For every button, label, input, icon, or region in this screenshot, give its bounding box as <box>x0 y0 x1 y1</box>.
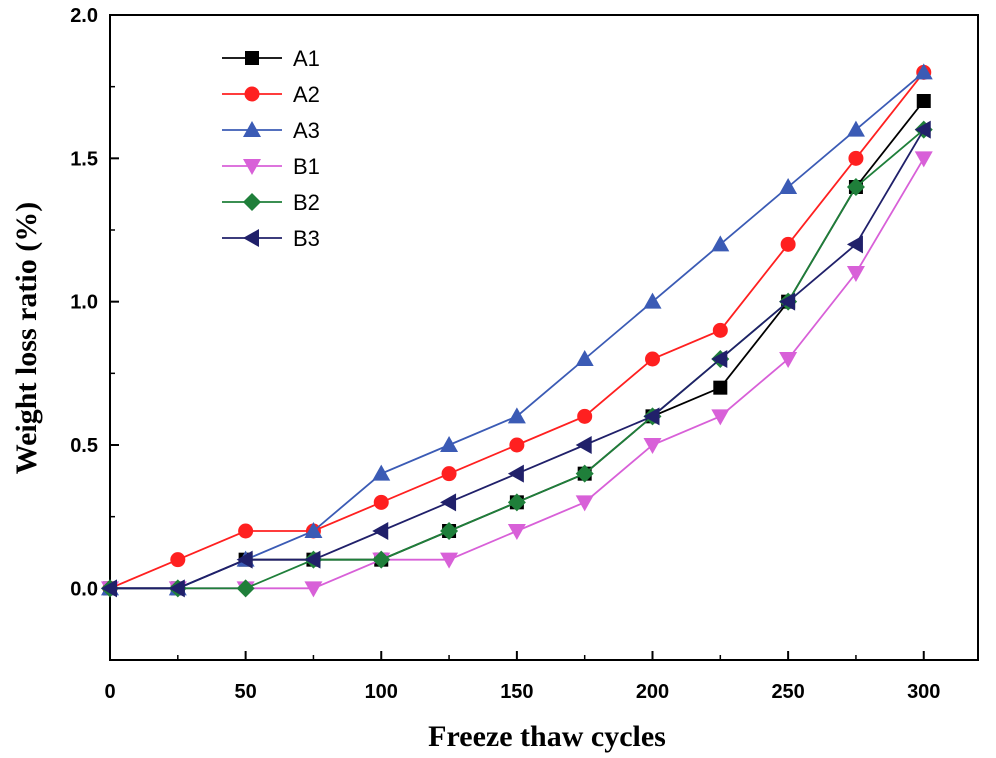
series-line-a1 <box>110 100 925 590</box>
data-point-a3 <box>440 436 459 452</box>
data-point-b2 <box>440 522 459 540</box>
plot-frame <box>109 14 979 661</box>
data-point-b3 <box>372 522 389 540</box>
legend-item-a3: A3 <box>222 118 320 143</box>
data-point-a2 <box>712 322 728 338</box>
series-b3 <box>101 120 931 598</box>
legend-item-b3: B3 <box>222 226 320 251</box>
legend-marker <box>243 193 261 211</box>
data-point-b3 <box>914 120 931 139</box>
legend-marker <box>243 159 261 175</box>
x-tick-label: 50 <box>235 681 257 703</box>
series-a3 <box>101 63 933 596</box>
data-point-a2 <box>441 466 457 482</box>
data-point-a2 <box>170 552 186 568</box>
series-a1 <box>103 94 931 596</box>
x-axis-title: Freeze thaw cycles <box>428 720 666 753</box>
data-point-b3 <box>304 550 321 569</box>
data-point-a2 <box>577 408 593 424</box>
data-point-a2 <box>645 351 660 367</box>
data-point-b1 <box>304 581 323 598</box>
legend-label: A3 <box>293 118 320 143</box>
legend-label: A2 <box>293 82 320 107</box>
data-point-a3 <box>643 292 662 309</box>
data-point-b1 <box>575 495 594 512</box>
data-point-b1 <box>779 352 798 368</box>
data-point-a2 <box>780 236 796 252</box>
x-tick-label: 250 <box>771 681 804 703</box>
data-point-a2 <box>238 523 254 539</box>
data-point-a1 <box>916 94 931 108</box>
legend-label: B2 <box>293 190 320 215</box>
data-point-a1 <box>713 380 728 395</box>
legend-item-a2: A2 <box>222 82 320 107</box>
data-point-b2 <box>846 178 865 196</box>
data-point-b2 <box>507 493 526 512</box>
legend-label: B3 <box>293 226 320 251</box>
legend-marker <box>243 121 261 137</box>
y-tick-label: 2.0 <box>70 5 98 27</box>
data-point-a3 <box>779 178 798 194</box>
legend-item-b1: B1 <box>222 154 320 179</box>
x-tick-label: 0 <box>104 681 115 703</box>
data-point-a2 <box>509 437 525 453</box>
data-point-b3 <box>168 579 185 598</box>
data-point-b2 <box>372 550 391 569</box>
data-point-b3 <box>507 464 524 483</box>
y-tick-label: 0.0 <box>70 578 98 600</box>
x-tick-label: 300 <box>907 681 940 703</box>
data-point-b2 <box>236 579 255 598</box>
data-point-a3 <box>846 120 865 137</box>
data-point-b1 <box>440 552 459 569</box>
x-tick-label: 150 <box>500 681 533 703</box>
data-point-b3 <box>711 350 728 368</box>
x-axis: 0 50 100 150 200 250 300 <box>104 651 940 703</box>
x-tick-label: 200 <box>636 681 669 703</box>
y-tick-label: 1.0 <box>70 292 98 314</box>
legend-label: B1 <box>293 154 320 179</box>
data-point-b1 <box>507 524 526 540</box>
y-axis: 0.0 0.5 1.0 1.5 2.0 <box>70 5 119 661</box>
data-point-b3 <box>440 493 457 512</box>
data-point-b2 <box>575 464 594 483</box>
data-point-b1 <box>846 266 865 282</box>
data-point-b3 <box>575 436 592 454</box>
data-point-a3 <box>914 63 933 80</box>
legend-marker <box>244 86 260 102</box>
series-line-b3 <box>110 129 925 590</box>
data-point-b3 <box>643 407 660 426</box>
data-point-b1 <box>914 151 933 168</box>
data-point-b3 <box>779 292 796 311</box>
legend-marker <box>245 51 259 65</box>
series-line-b1 <box>110 157 925 590</box>
y-axis-title: Weight loss ratio (%) <box>10 202 43 474</box>
data-point-a2 <box>848 150 864 166</box>
data-point-b3 <box>101 579 117 598</box>
data-point-a3 <box>711 235 730 252</box>
data-point-b1 <box>643 438 662 454</box>
x-tick-label: 100 <box>365 681 398 703</box>
legend: A1 A2 A3 B1 B2 B3 <box>222 46 320 251</box>
data-point-b3 <box>236 550 253 569</box>
data-point-a3 <box>575 350 594 366</box>
data-point-a3 <box>372 464 391 481</box>
data-point-a2 <box>373 494 389 510</box>
data-point-b3 <box>846 235 863 254</box>
legend-item-a1: A1 <box>222 46 320 71</box>
y-tick-label: 1.5 <box>70 148 98 170</box>
data-point-b1 <box>711 409 730 426</box>
series-line-b2 <box>110 128 925 590</box>
y-tick-label: 0.5 <box>70 435 98 457</box>
series-a2 <box>102 64 932 596</box>
legend-marker <box>243 229 259 247</box>
legend-item-b2: B2 <box>222 190 320 215</box>
legend-label: A1 <box>293 46 320 71</box>
data-point-a3 <box>304 522 323 538</box>
data-point-a3 <box>507 407 526 424</box>
series-layer <box>101 63 933 598</box>
